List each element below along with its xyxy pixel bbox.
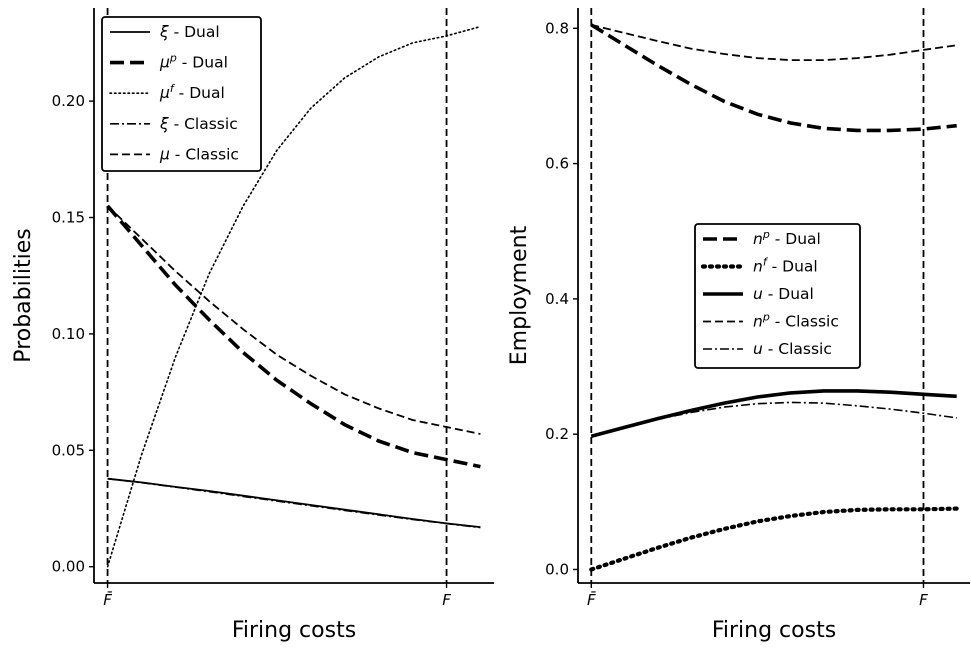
y-axis-label: Probabilities <box>11 228 36 362</box>
series-line <box>106 205 481 435</box>
chart-panel-2: 0.0 0.2 0.4 0.6 0.8 F̄ F Firing costs Employment… <box>507 8 970 643</box>
legend-label: ξ - Classic <box>159 115 238 133</box>
legend-label: nf - Dual <box>753 256 818 276</box>
y-tick-label: 0.15 <box>52 209 85 227</box>
y-tick-label: 0.10 <box>52 325 85 343</box>
legend-box <box>694 223 861 369</box>
y-tick-label: 0.8 <box>545 19 569 37</box>
series-line <box>591 401 957 437</box>
x-axis-label: Firing costs <box>232 618 356 643</box>
series-line <box>591 24 957 61</box>
y-tick-label: 0.2 <box>545 425 569 443</box>
legend-label: np - Classic <box>753 311 839 331</box>
y-tick-label: 0.4 <box>545 290 569 308</box>
y-tick-label: 0.6 <box>545 155 569 173</box>
legend-label: u - Dual <box>753 285 814 303</box>
legend-box <box>101 16 262 172</box>
series-line <box>590 23 957 133</box>
legend-label: μ - Classic <box>159 145 239 163</box>
y-tick-label: 0.00 <box>52 558 85 576</box>
series-line <box>106 204 481 469</box>
y-tick-label: 0.0 <box>545 560 569 578</box>
series-line <box>107 477 481 529</box>
legend-label: ξ - Dual <box>159 23 220 41</box>
x-tick-label: F̄ <box>587 590 596 609</box>
x-tick-label: F <box>919 591 928 609</box>
y-tick-label: 0.20 <box>52 92 85 110</box>
chart-panel-1: 0.00 0.05 0.10 0.15 0.20 F̄ F Firing costs Proba… <box>11 8 494 643</box>
x-tick-label: F̄ <box>103 590 112 609</box>
x-tick-label: F <box>442 591 451 609</box>
y-axis-label: Employment <box>507 225 532 365</box>
legend: ξ - Dual μp - Dual μf - Dual ξ - Classic μ -… <box>101 16 262 172</box>
series-line <box>589 506 959 572</box>
y-tick-label: 0.05 <box>52 441 85 459</box>
legend-label: μp - Dual <box>159 52 228 72</box>
series-line <box>590 389 957 438</box>
legend-label: u - Classic <box>753 340 832 358</box>
legend-label: np - Dual <box>753 228 821 248</box>
series-line <box>106 25 482 568</box>
legend: np - Dual nf - Dual u - Dual np - Classic u … <box>694 223 861 369</box>
x-axis-label: Firing costs <box>712 618 836 643</box>
legend-label: μf - Dual <box>159 82 225 102</box>
